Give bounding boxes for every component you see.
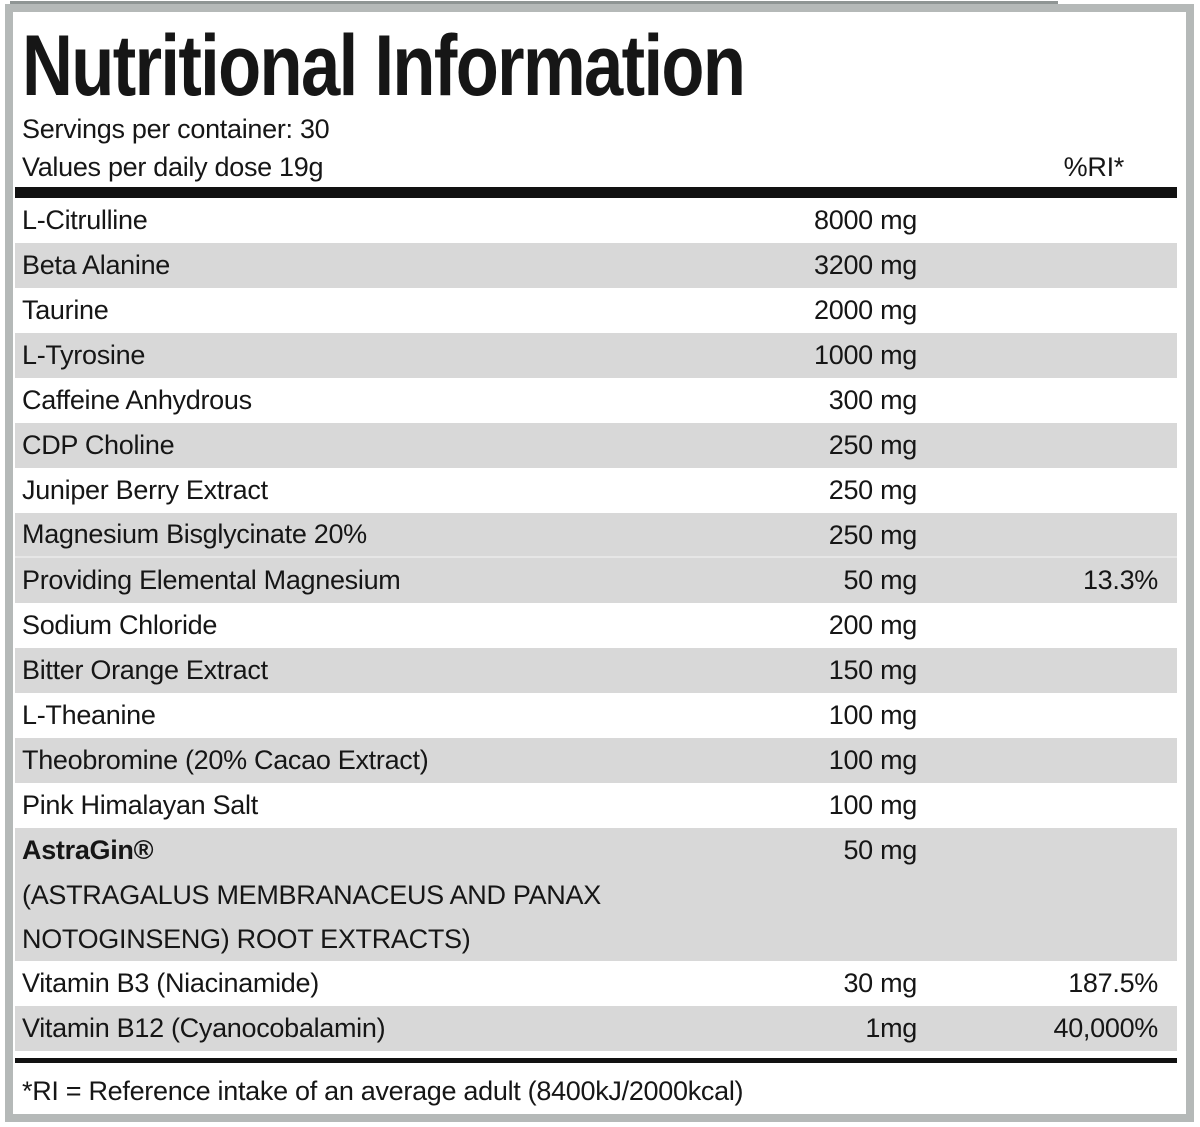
ingredient-name: Vitamin B3 (Niacinamide)	[22, 968, 319, 998]
ingredient-name: L-Tyrosine	[22, 340, 146, 370]
amount-value: 50 mg	[843, 565, 917, 595]
table-row: Sodium Chloride 200 mg	[15, 603, 1177, 648]
page-title: Nutritional Information	[22, 22, 1177, 110]
table-row: Pink Himalayan Salt 100 mg	[15, 783, 1177, 828]
ingredient-name: Sodium Chloride	[22, 610, 218, 640]
ingredient-name: Providing Elemental Magnesium	[22, 565, 401, 595]
ingredient-block: AstraGin® 50 mg (ASTRAGALUS MEMBRANACEUS…	[15, 828, 1177, 961]
label-content: Nutritional Information Servings per con…	[15, 22, 1177, 1111]
table-row: Vitamin B3 (Niacinamide) 30 mg 187.5%	[15, 961, 1177, 1006]
cropped-top-edge	[10, 1, 1058, 4]
table-row: L-Theanine 100 mg	[15, 693, 1177, 738]
ingredient-subline: NOTOGINSENG) ROOT EXTRACTS)	[15, 917, 1177, 961]
page-title-text: Nutritional Information	[22, 18, 746, 114]
amount-value: 100 mg	[828, 790, 918, 820]
table-row: Theobromine (20% Cacao Extract) 100 mg	[15, 738, 1177, 783]
amount-value: 250 mg	[828, 520, 918, 550]
ingredient-name: CDP Choline	[22, 430, 175, 460]
ri-value: 187.5%	[1068, 968, 1158, 998]
ingredient-name: Beta Alanine	[22, 250, 171, 280]
nutrition-label: Nutritional Information Servings per con…	[5, 4, 1194, 1122]
amount-value: 250 mg	[828, 430, 918, 460]
ingredient-name: Theobromine (20% Cacao Extract)	[22, 745, 429, 775]
table-row: L-Citrulline 8000 mg	[15, 198, 1177, 243]
table-row: Beta Alanine 3200 mg	[15, 243, 1177, 288]
ingredient-name: Pink Himalayan Salt	[22, 790, 258, 820]
amount-value: 300 mg	[828, 385, 918, 415]
amount-value: 100 mg	[828, 700, 918, 730]
amount-value: 3200 mg	[814, 250, 917, 280]
amount-value: 250 mg	[828, 475, 918, 505]
table-row: Taurine 2000 mg	[15, 288, 1177, 333]
ingredient-name: AstraGin®	[22, 835, 154, 865]
amount-value: 1000 mg	[814, 340, 917, 370]
ri-column-header: %RI*	[1063, 152, 1125, 182]
table-row: Vitamin B12 (Cyanocobalamin) 1mg 40,000%	[15, 1006, 1177, 1051]
ri-value: 40,000%	[1053, 1013, 1159, 1043]
header-rule	[15, 187, 1177, 198]
ingredient-name: Vitamin B12 (Cyanocobalamin)	[22, 1013, 386, 1043]
values-header-row: Values per daily dose 19g %RI*	[15, 148, 1177, 186]
ingredient-name: Bitter Orange Extract	[22, 655, 268, 685]
table-row: Juniper Berry Extract 250 mg	[15, 468, 1177, 513]
ingredient-name: Juniper Berry Extract	[22, 475, 268, 505]
table-row: Providing Elemental Magnesium 50 mg 13.3…	[15, 558, 1177, 603]
ingredient-name: Caffeine Anhydrous	[22, 385, 252, 415]
ingredient-subline: (ASTRAGALUS MEMBRANACEUS AND PANAX	[15, 873, 1177, 917]
ingredient-name: Magnesium Bisglycinate 20%	[22, 519, 367, 549]
table-row: L-Tyrosine 1000 mg	[15, 333, 1177, 378]
amount-value: 100 mg	[828, 745, 918, 775]
amount-value: 50 mg	[843, 835, 917, 865]
amount-value: 150 mg	[828, 655, 918, 685]
amount-value: 2000 mg	[814, 295, 917, 325]
ingredient-name: Taurine	[22, 295, 109, 325]
values-line: Values per daily dose 19g	[22, 152, 324, 182]
reference-intake-footnote: *RI = Reference intake of an average adu…	[22, 1076, 744, 1106]
spacer	[15, 1051, 1177, 1058]
amount-value: 30 mg	[843, 968, 917, 998]
table-row: CDP Choline 250 mg	[15, 423, 1177, 468]
amount-value: 8000 mg	[814, 205, 917, 235]
ingredient-name: L-Citrulline	[22, 205, 148, 235]
ri-value: 13.3%	[1082, 565, 1158, 595]
table-row: AstraGin® 50 mg	[15, 828, 1177, 873]
servings-line: Servings per container: 30	[22, 114, 330, 144]
footer-rule	[15, 1058, 1177, 1063]
table-row: Magnesium Bisglycinate 20% 250 mg	[15, 513, 1177, 558]
ingredient-name: L-Theanine	[22, 700, 156, 730]
amount-value: 1mg	[865, 1013, 917, 1043]
table-row: Bitter Orange Extract 150 mg	[15, 648, 1177, 693]
ingredient-table: L-Citrulline 8000 mg Beta Alanine 3200 m…	[15, 198, 1177, 1051]
table-row: Caffeine Anhydrous 300 mg	[15, 378, 1177, 423]
amount-value: 200 mg	[828, 610, 918, 640]
